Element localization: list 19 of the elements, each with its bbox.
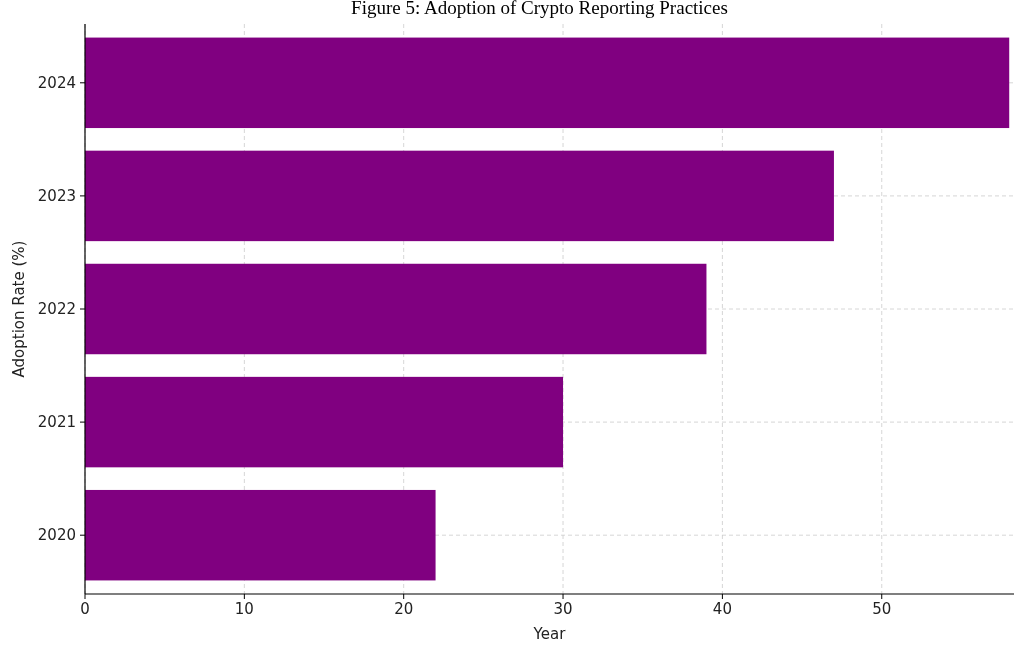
bar [85, 376, 564, 468]
x-axis-title: Year [532, 625, 567, 643]
bar [85, 489, 436, 581]
y-tick-label: 2020 [37, 526, 76, 545]
y-tick-label: 2022 [37, 300, 76, 318]
x-tick-label: 50 [872, 600, 892, 618]
x-tick-label: 0 [80, 600, 90, 618]
bar [85, 150, 834, 242]
x-tick-label: 40 [712, 600, 732, 618]
x-tick-label: 30 [553, 600, 573, 618]
y-tick-label: 2023 [37, 186, 76, 205]
chart-title: Figure 5: Adoption of Crypto Reporting Practices [351, 0, 728, 18]
y-axis-title: Adoption Rate (%) [10, 240, 28, 378]
bar [85, 37, 1010, 129]
y-tick-label: 2024 [37, 73, 76, 92]
x-tick-label: 10 [234, 600, 254, 618]
x-tick-label: 20 [394, 600, 414, 618]
y-tick-label: 2021 [37, 413, 76, 432]
bar [85, 263, 707, 355]
